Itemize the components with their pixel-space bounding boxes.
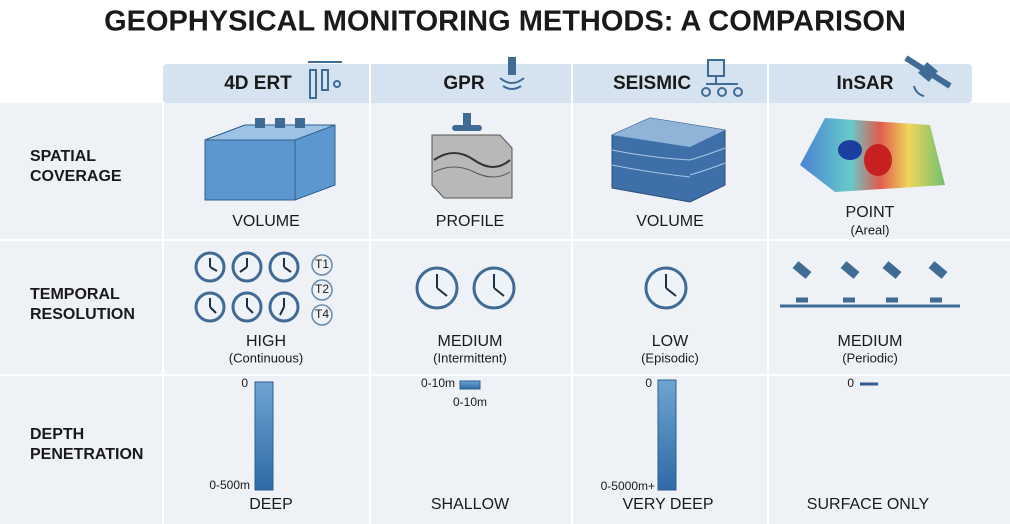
cell-value: SHALLOW [431,496,510,513]
row-label: DEPTH [30,426,84,443]
depth-top: 0-10m [421,376,455,390]
column-header: GPR [443,73,484,94]
time-marker-icons [311,254,333,326]
title: GEOPHYSICAL MONITORING METHODS: A COMPAR… [104,6,906,38]
row-label: COVERAGE [30,168,122,185]
depth-bottom: 0-5000m+ [601,479,655,493]
satellite-pass-icons [780,261,960,308]
time-marker: T2 [315,282,329,296]
row-label: PENETRATION [30,446,143,463]
insar-map-icon [800,118,945,192]
row-label: SPATIAL [30,148,96,165]
cell-value: DEEP [249,496,293,513]
cell-value: LOW [652,333,689,350]
column-header: InSAR [837,73,894,94]
column-header: 4D ERT [224,73,292,94]
time-marker: T4 [315,307,329,321]
time-marker: T1 [315,257,329,271]
cell-note: (Intermittent) [433,350,507,365]
cell-value: MEDIUM [438,333,503,350]
row-label: TEMPORAL [30,286,120,303]
depth-bottom: 0-10m [453,395,487,409]
depth-bar [459,380,481,390]
cell-value: VOLUME [232,213,300,230]
gpr-profile-icon [431,113,513,199]
row-label: RESOLUTION [30,306,135,323]
cell-note: (Areal) [850,222,889,237]
depth-bottom: 0-500m [209,478,250,492]
cell-value: PROFILE [436,213,504,230]
depth-top: 0 [241,376,248,390]
cell-value: MEDIUM [838,333,903,350]
depth-top: 0 [847,376,854,390]
cell-value: VERY DEEP [622,496,713,513]
cell-value: SURFACE ONLY [807,496,930,513]
depth-top: 0 [645,376,652,390]
ert-volume-icon [204,118,336,201]
cell-note: (Periodic) [842,350,898,365]
depth-bar [657,379,677,491]
header-row [163,64,972,103]
cell-value: HIGH [246,333,286,350]
column-header: SEISMIC [613,73,691,94]
cell-note: (Episodic) [641,350,699,365]
cell-note: (Continuous) [229,350,303,365]
seismic-volume-icon [611,117,726,203]
clock-icons [194,251,688,323]
cell-value: VOLUME [636,213,704,230]
grid [0,64,1010,524]
header-icons [308,55,952,99]
cell-value: POINT [846,204,895,221]
depth-bar [254,381,274,491]
